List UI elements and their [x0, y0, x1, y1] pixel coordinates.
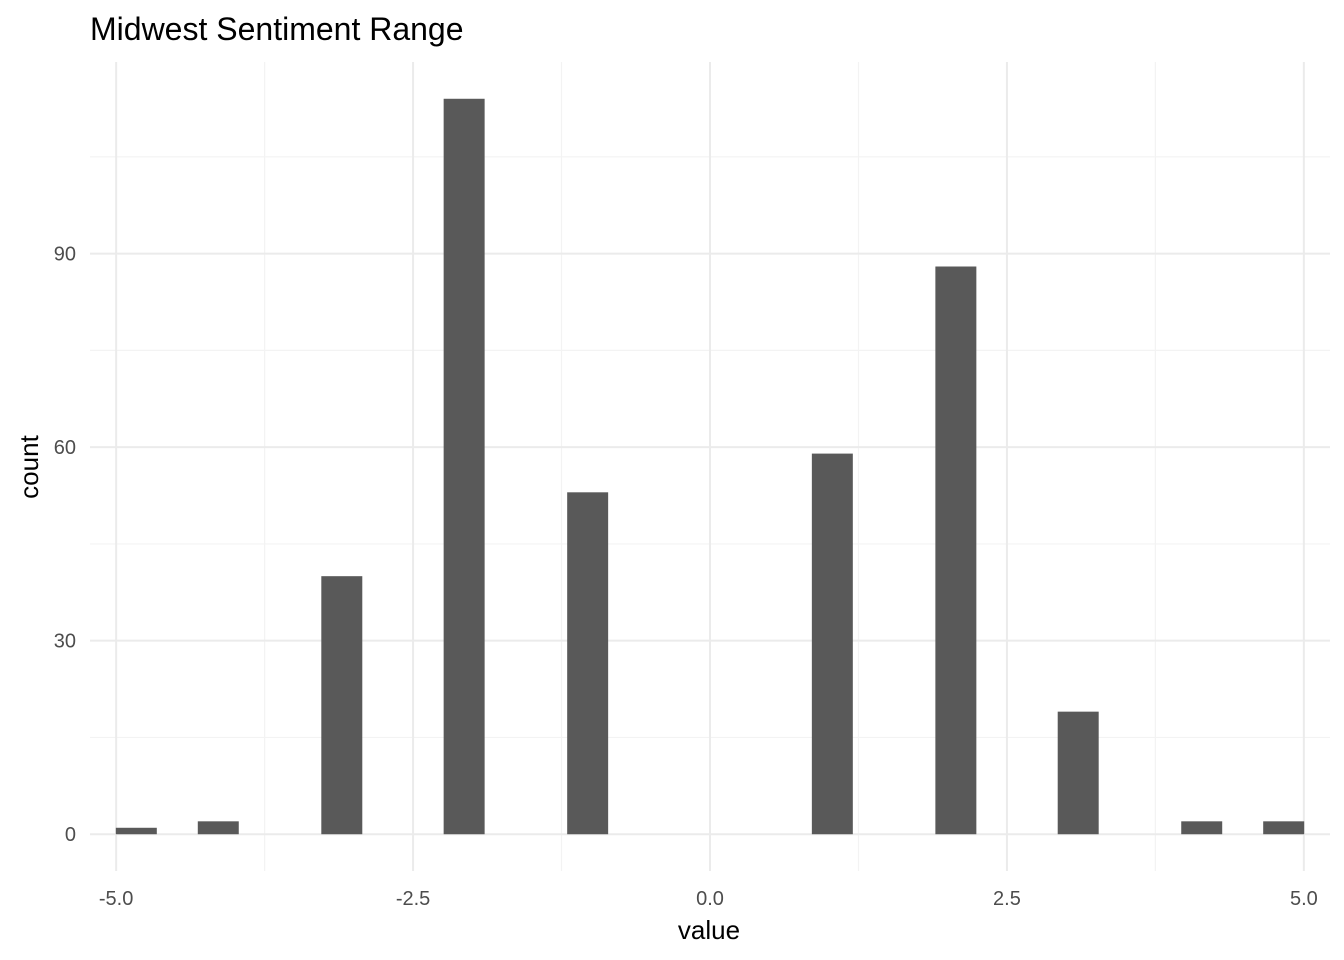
histogram-bar	[115, 827, 157, 835]
x-tick-label: 2.5	[993, 888, 1021, 910]
grid-lines	[90, 62, 1330, 871]
histogram-bar	[1181, 821, 1223, 835]
y-tick-label: 90	[54, 244, 76, 266]
histogram-bar	[197, 821, 239, 835]
histogram-bar	[811, 453, 853, 835]
histogram-bar	[321, 576, 363, 835]
x-tick-label: 5.0	[1290, 888, 1318, 910]
y-tick-label: 60	[54, 437, 76, 459]
y-axis-title: count	[14, 434, 44, 498]
x-axis-title: value	[678, 915, 740, 945]
y-axis-ticks: 0 30 60 90	[54, 244, 76, 847]
y-tick-label: 30	[54, 631, 76, 653]
x-axis-ticks: -5.0 -2.5 0.0 2.5 5.0	[99, 888, 1318, 910]
x-tick-label: 0.0	[696, 888, 724, 910]
histogram-bar	[935, 266, 977, 835]
histogram-bar	[1263, 821, 1305, 835]
x-tick-label: -2.5	[396, 888, 430, 910]
y-tick-label: 0	[65, 824, 76, 846]
histogram-bar	[567, 492, 609, 835]
x-tick-label: -5.0	[99, 888, 133, 910]
chart-title: Midwest Sentiment Range	[90, 11, 464, 47]
histogram-bar	[1057, 711, 1099, 835]
histogram-bar	[443, 98, 485, 835]
bars	[115, 98, 1305, 835]
